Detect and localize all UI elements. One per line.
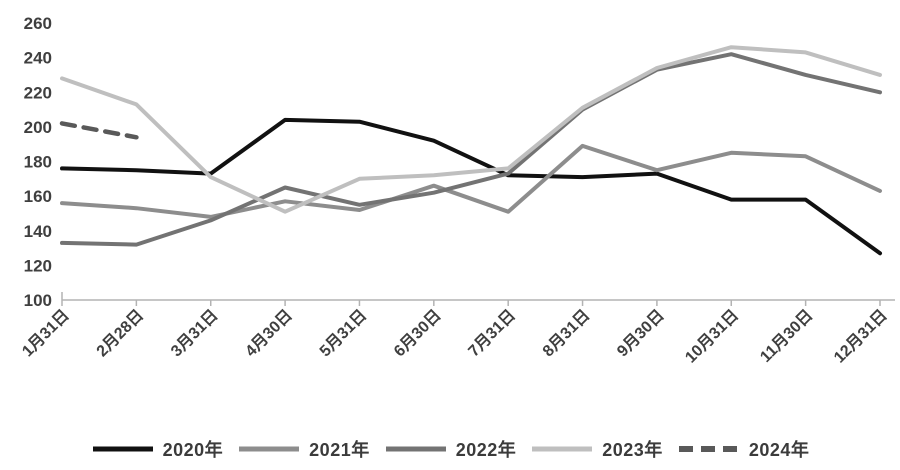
- y-axis-tick-label: 180: [24, 153, 52, 172]
- series-line-2023年: [60, 45, 882, 214]
- x-axis-tick-label: 9月30日: [614, 306, 668, 360]
- x-axis-tick-label: 3月31日: [167, 306, 221, 360]
- x-axis-tick-label: 7月31日: [465, 306, 519, 360]
- y-axis-tick-label: 240: [24, 49, 52, 68]
- legend-item-2022年: 2022年: [384, 436, 517, 462]
- x-axis-tick-label: 10月31日: [682, 306, 743, 367]
- x-axis-tick-label: 2月28日: [93, 306, 147, 360]
- y-axis-tick-label: 160: [24, 187, 52, 206]
- x-axis-tick-label: 12月31日: [830, 306, 891, 367]
- x-axis-tick-label: 1月31日: [19, 306, 73, 360]
- y-axis-tick-label: 200: [24, 118, 52, 137]
- legend-item-2020年: 2020年: [91, 436, 224, 462]
- legend-label-2020年: 2020年: [162, 440, 224, 460]
- y-axis-tick-label: 260: [24, 14, 52, 33]
- legend-item-2021年: 2021年: [237, 436, 370, 462]
- series-line-2022年: [60, 52, 882, 247]
- x-axis-tick-label: 5月31日: [316, 306, 370, 360]
- x-axis-tick-label: 6月30日: [390, 306, 444, 360]
- y-axis-tick-label: 220: [24, 83, 52, 102]
- y-axis-tick-label: 140: [24, 222, 52, 241]
- series-line-2024年: [59, 121, 139, 140]
- legend-swatch-2024年: [678, 446, 739, 452]
- legend-label-2023年: 2023年: [602, 440, 663, 460]
- series-line-2020年: [60, 117, 882, 256]
- x-axis-tick-label: 11月30日: [757, 306, 817, 366]
- chart-legend: 2020年 2021年 2022年 2023年 2024年: [0, 436, 900, 462]
- legend-swatch-2023年: [532, 446, 593, 452]
- line-chart: 100 120 140 160 180 200 220 240 260 1月31日 2月28日 3月3…: [19, 14, 895, 367]
- legend-label-2024年: 2024年: [748, 440, 810, 460]
- x-axis-tick-label: 8月31日: [539, 306, 593, 360]
- legend-item-2023年: 2023年: [530, 436, 663, 462]
- legend-swatch-2020年: [92, 446, 153, 452]
- legend-item-2024年: 2024年: [677, 436, 810, 462]
- y-axis-tick-label: 100: [24, 291, 52, 310]
- legend-swatch-2022年: [385, 446, 446, 452]
- legend-swatch-2021年: [239, 446, 300, 452]
- legend-label-2021年: 2021年: [309, 440, 370, 460]
- legend-label-2022年: 2022年: [455, 440, 517, 460]
- y-axis-tick-label: 120: [24, 256, 52, 275]
- series-line-2021年: [60, 143, 882, 219]
- x-axis-tick-label: 4月30日: [242, 306, 296, 360]
